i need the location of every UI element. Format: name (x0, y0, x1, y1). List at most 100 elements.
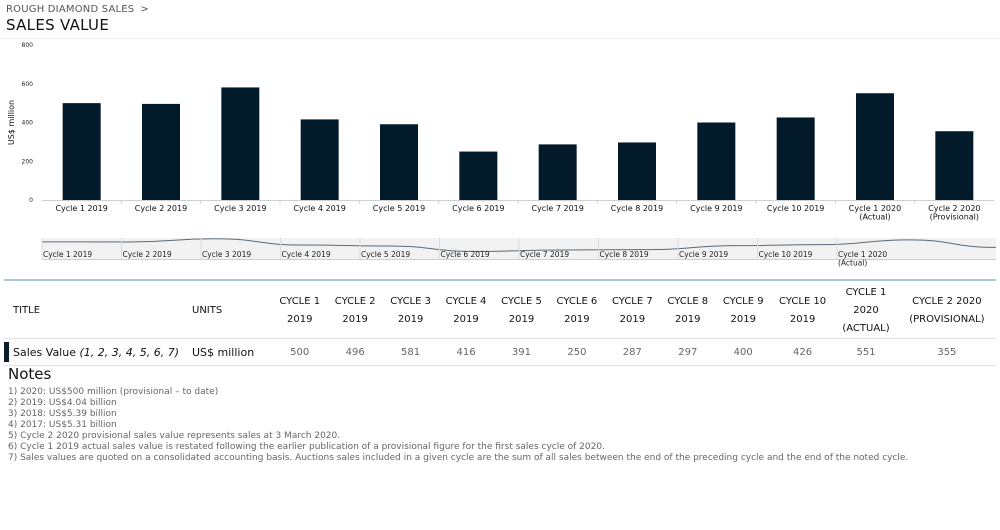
bar (618, 142, 656, 200)
breadcrumb[interactable]: ROUGH DIAMOND SALES > (6, 4, 149, 15)
navigator-tick-label: Cycle 10 2019 (759, 250, 813, 259)
cycle-column-header-line: CYCLE 2 2020 (912, 296, 982, 307)
table-cell: 297 (660, 338, 716, 366)
table-header-row: TITLE UNITS CYCLE 1 2019 CYCLE 2 2019 CYCLE … (4, 284, 996, 339)
cycle-column-header-line: CYCLE 1 (279, 296, 321, 307)
x-tick-label: Cycle 3 2019 (214, 204, 266, 213)
x-tick-label: Cycle 1 2020 (Actual) (849, 204, 901, 222)
cycle-column-header-line: CYCLE 8 (667, 296, 709, 307)
cycle-column-header-line: (PROVISIONAL) (909, 314, 985, 325)
x-tick-label: Cycle 9 2019 (690, 204, 742, 213)
bar (62, 103, 101, 200)
cycle-column-header: CYCLE 1 2019 (272, 284, 327, 339)
navigator-tick-label: Cycle 2 2019 (123, 250, 172, 259)
table-cell: 287 (604, 338, 661, 366)
x-tick-label: Cycle 2 2020 (Provisional) (928, 204, 980, 222)
cycle-column-header: CYCLE 7 2019 (605, 284, 660, 339)
bar (459, 151, 498, 200)
navigator-tick-label: Cycle 3 2019 (202, 250, 251, 259)
y-tick-label: 0 (29, 197, 33, 204)
cycle-column-header-line: 2019 (508, 314, 535, 325)
table-cell: 551 (834, 338, 898, 366)
bar (697, 122, 736, 200)
bar (538, 144, 577, 200)
row-units: US$ million (183, 338, 272, 366)
table-cell: 355 (897, 338, 996, 366)
cycle-column-header-line: CYCLE 1 (845, 287, 887, 298)
cycle-column-header: CYCLE 10 2019 (771, 284, 834, 339)
page-title: SALES VALUE (6, 16, 110, 34)
notes-list: 1) 2020: US$500 million (provisional – t… (8, 387, 908, 464)
table-cell: 581 (382, 338, 439, 366)
cycle-column-header: CYCLE 3 2019 (383, 284, 438, 339)
note-item: 1) 2020: US$500 million (provisional – t… (8, 387, 219, 397)
units-column-header: UNITS (192, 305, 223, 316)
cycle-column-header-line: 2019 (564, 314, 590, 325)
cycle-column-header-line: 2019 (789, 314, 816, 325)
cycle-column-header-line: CYCLE 4 (445, 296, 487, 307)
table-cell: 500 (272, 338, 328, 366)
title-column-header: TITLE (13, 305, 41, 316)
table-cell: 391 (493, 338, 550, 366)
note-item: 2) 2019: US$4.04 billion (8, 398, 117, 408)
x-tick-label: Cycle 2 2019 (135, 204, 187, 213)
table-cell: 416 (438, 338, 494, 366)
navigator-tick-label: Cycle 5 2019 (361, 250, 410, 259)
breadcrumb-separator: > (140, 4, 149, 15)
navigator-tick-label: Cycle 7 2019 (520, 250, 569, 259)
bar (221, 87, 260, 200)
y-axis-label: US$ million (7, 100, 16, 145)
breadcrumb-label[interactable]: ROUGH DIAMOND SALES (6, 4, 135, 15)
cycle-column-header-line: CYCLE 3 (390, 296, 431, 307)
row-title-text: Sales Value (13, 345, 76, 359)
cycle-column-header: CYCLE 2 2019 (327, 284, 382, 339)
navigator-tick-label: Cycle 9 2019 (679, 250, 728, 259)
cycle-column-header-line: CYCLE 9 (722, 296, 764, 307)
cycle-column-header-line: CYCLE 2 (334, 296, 376, 307)
section-divider (4, 279, 996, 281)
cycle-column-header-line: (ACTUAL) (842, 323, 890, 334)
cycle-column-header: CYCLE 4 2019 (438, 284, 493, 339)
cycle-column-header-line: 2019 (675, 314, 701, 325)
table-cell: 250 (549, 338, 605, 366)
cycle-column-header-line: 2019 (286, 314, 313, 325)
cycle-column-header-line: 2020 (853, 305, 879, 316)
x-tick-label: Cycle 1 2019 (55, 204, 107, 213)
note-item: 3) 2018: US$5.39 billion (8, 409, 117, 419)
row-title: Sales Value (1, 2, 3, 4, 5, 6, 7) (4, 338, 183, 366)
x-tick-label: Cycle 4 2019 (293, 204, 345, 213)
y-tick-label: 400 (22, 120, 34, 127)
cycle-column-header: CYCLE 6 2019 (549, 284, 604, 339)
navigator-tick-label: Cycle 1 2020 (Actual) (838, 250, 887, 268)
cycle-column-header-line: 2019 (730, 314, 756, 325)
cycle-column-header-line: 2019 (453, 314, 479, 325)
navigator-tick-label: Cycle 4 2019 (282, 250, 331, 259)
x-tick-label: Cycle 8 2019 (611, 204, 663, 213)
y-tick-label: 800 (22, 42, 34, 49)
x-tick-label: Cycle 7 2019 (531, 204, 583, 213)
sales-value-chart: US$ million 0 200 400 600 800 Cycle 1 2019 Cycl… (7, 42, 997, 268)
note-item: 6) Cycle 1 2019 actual sales value is re… (8, 442, 605, 452)
cycle-column-header-line: CYCLE 10 (779, 296, 827, 307)
note-item: 5) Cycle 2 2020 provisional sales value … (8, 431, 341, 441)
table-row: Sales Value (1, 2, 3, 4, 5, 6, 7) US$ mi… (4, 338, 996, 366)
cycle-column-header-line: CYCLE 6 (556, 296, 598, 307)
x-tick-label: Cycle 10 2019 (767, 204, 825, 213)
x-tick-label: Cycle 5 2019 (373, 204, 425, 213)
table-cell: 426 (770, 338, 835, 366)
cycle-column-header-line: CYCLE 7 (611, 296, 653, 307)
cycle-column-header: CYCLE 8 2019 (660, 284, 715, 339)
cycle-column-header-line: 2019 (342, 314, 368, 325)
sales-value-table: TITLE UNITS CYCLE 1 2019 CYCLE 2 2019 CYCLE … (4, 284, 996, 366)
cycle-column-header-line: 2019 (397, 314, 424, 325)
cycle-column-header-line: 2019 (619, 314, 646, 325)
table-cell: 496 (327, 338, 383, 366)
table-cell: 400 (715, 338, 771, 366)
note-item: 7) Sales values are quoted on a consolid… (8, 453, 909, 463)
navigator-tick-label: Cycle 8 2019 (600, 250, 649, 259)
bar (380, 124, 418, 200)
notes-heading: Notes (8, 365, 52, 383)
y-tick-label: 600 (22, 81, 34, 88)
cycle-column-header: CYCLE 2 2020 (PROVISIONAL) (898, 284, 996, 339)
navigator-tick-label: Cycle 1 2019 (43, 250, 92, 259)
